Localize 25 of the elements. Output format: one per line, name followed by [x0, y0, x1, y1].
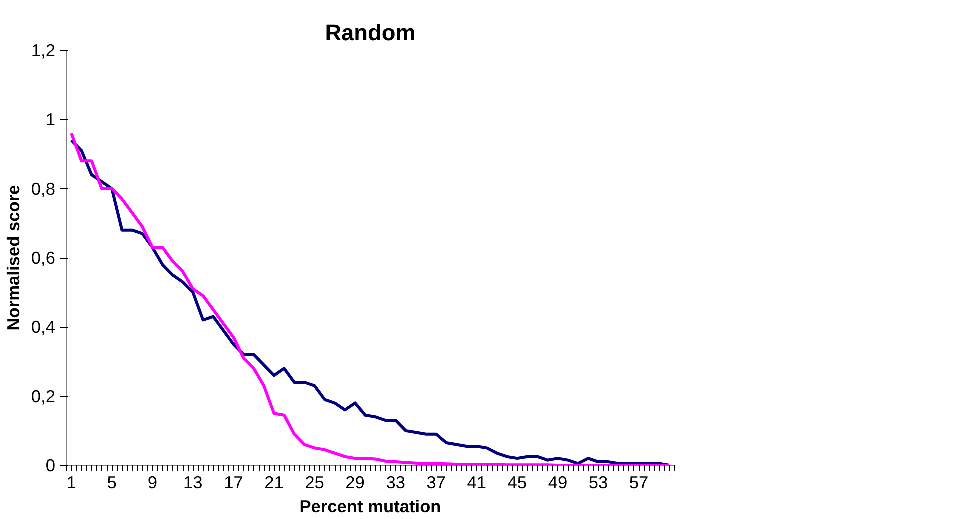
x-tick-label: 33	[386, 472, 406, 492]
y-tick-label: 0,6	[31, 248, 56, 268]
x-tick-label: 25	[305, 472, 324, 492]
x-tick-label: 1	[66, 472, 76, 492]
x-tick-label: 49	[548, 472, 568, 492]
y-tick-label: 0,4	[31, 317, 56, 338]
x-tick-label: 13	[184, 472, 203, 492]
x-axis-title: Percent mutation	[300, 496, 442, 516]
y-tick-label: 1,2	[31, 40, 56, 60]
chart-title: Random	[325, 20, 416, 46]
x-tick-label: 53	[588, 472, 608, 492]
x-tick-label: 29	[346, 472, 365, 492]
x-tick-label: 17	[224, 472, 244, 492]
x-tick-label: 57	[629, 472, 649, 492]
y-tick-label: 1	[46, 110, 56, 130]
y-axis-title: Normalised score	[3, 184, 24, 331]
x-tick-label: 41	[467, 472, 487, 492]
y-tick-label: 0,2	[31, 386, 56, 406]
x-tick-label: 9	[148, 472, 158, 492]
y-tick-label: 0	[46, 456, 56, 476]
x-tick-label: 45	[508, 472, 528, 492]
x-tick-label: 5	[107, 472, 117, 492]
x-tick-label: 37	[426, 472, 446, 492]
x-tick-label: 21	[264, 472, 284, 492]
y-tick-label: 0,8	[31, 178, 56, 199]
